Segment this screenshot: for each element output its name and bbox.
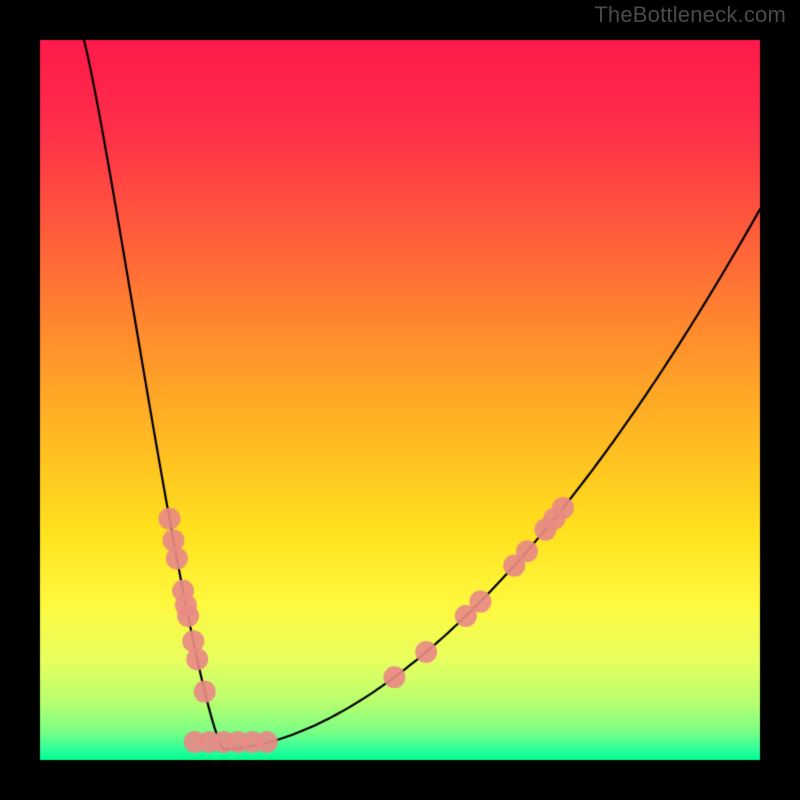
attribution-label: TheBottleneck.com [594, 2, 786, 28]
bottleneck-curve-chart [0, 0, 800, 800]
